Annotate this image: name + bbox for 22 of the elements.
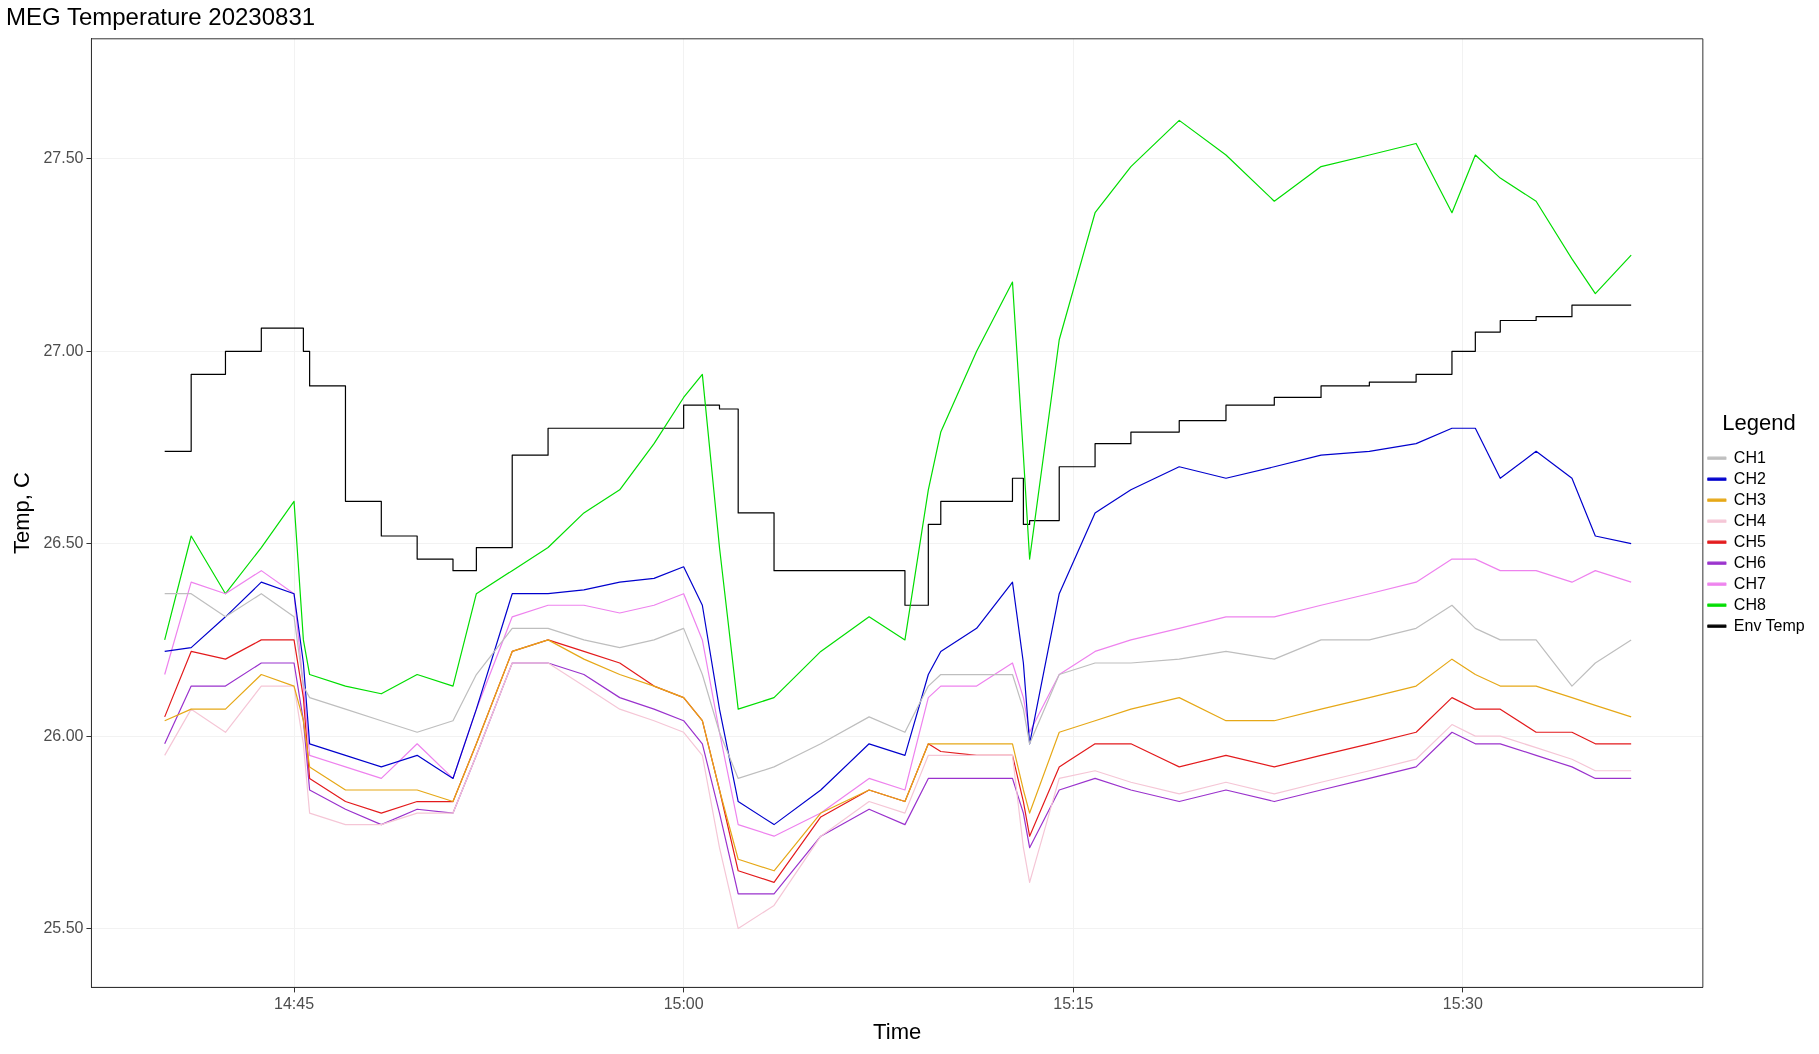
legend-label: CH3 (1733, 490, 1766, 508)
x-tick-label: 15:00 (663, 995, 704, 1013)
legend-label: CH6 (1733, 553, 1766, 571)
y-tick-label: 26.00 (43, 726, 84, 744)
legend-label: Env Temp (1733, 616, 1805, 634)
chart-title: MEG Temperature 20230831 (6, 3, 316, 31)
legend-label: CH4 (1733, 511, 1766, 529)
y-axis-title: Temp, C (9, 472, 35, 555)
legend-label: CH2 (1733, 469, 1766, 487)
y-tick-label: 27.00 (43, 341, 84, 359)
y-tick-label: 26.50 (43, 534, 84, 552)
legend-label: CH1 (1733, 448, 1766, 466)
x-tick-label: 15:15 (1053, 995, 1094, 1013)
y-tick-label: 27.50 (43, 149, 84, 167)
legend-label: CH5 (1733, 532, 1766, 550)
x-axis-title: Time (873, 1018, 922, 1044)
y-tick-label: 25.50 (43, 918, 84, 936)
x-tick-label: 15:30 (1442, 995, 1483, 1013)
x-tick-label: 14:45 (274, 995, 315, 1013)
legend-label: CH8 (1733, 595, 1766, 613)
legend-title: Legend (1722, 409, 1796, 435)
legend-label: CH7 (1733, 574, 1766, 592)
